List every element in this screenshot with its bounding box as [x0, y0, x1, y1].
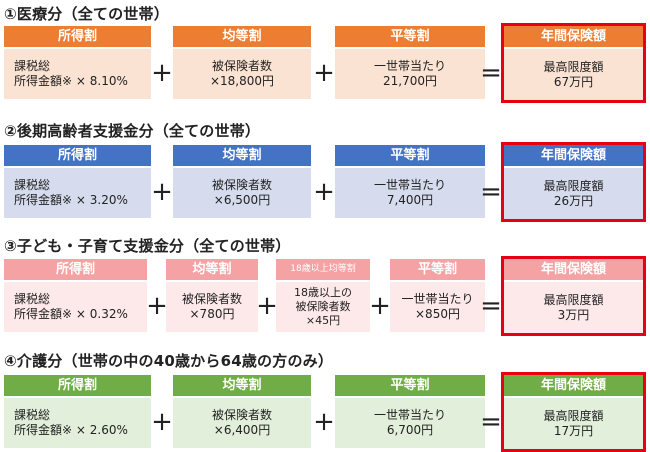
column-body-text: 一世帯当たり 7,400円 — [373, 178, 446, 207]
column-header: 年間保険額 — [504, 145, 643, 166]
column-body: 課税総 所得金額※ × 2.60% — [4, 398, 151, 448]
per-household-column: 平等割 一世帯当たり 21,700円 — [335, 26, 485, 99]
section-title: ②後期高齢者支援金分（全ての世帯） — [4, 122, 261, 140]
column-body-text: 一世帯当たり 6,700円 — [373, 408, 446, 437]
column-header: 均等割 — [173, 375, 311, 396]
plus-operator: + — [313, 58, 335, 88]
column-body: 18歳以上の 被保険者数 ×45円 — [276, 282, 370, 332]
column-body: 最高限度額 17万円 — [504, 398, 643, 449]
column-body-text: 一世帯当たり 21,700円 — [373, 59, 446, 88]
equals-operator: = — [480, 177, 502, 207]
plus-operator: + — [151, 58, 173, 88]
column-body-text: 課税総 所得金額※ × 8.10% — [14, 59, 128, 88]
column-body: 最高限度額 67万円 — [504, 49, 643, 100]
plus-operator: + — [146, 291, 168, 321]
column-body-text: 被保険者数 ×6,500円 — [211, 178, 272, 207]
column-header: 所得割 — [4, 145, 151, 166]
column-header: 均等割 — [166, 259, 258, 280]
column-body-text: 被保険者数 ×18,800円 — [209, 59, 275, 88]
column-body: 課税総 所得金額※ × 8.10% — [4, 49, 151, 99]
plus-operator: + — [151, 177, 173, 207]
max-limit-box: 年間保険額 最高限度額 26万円 — [501, 142, 646, 222]
section-title: ①医療分（全ての世帯） — [4, 5, 169, 23]
plus-operator: + — [151, 407, 173, 437]
per-capita-column: 均等割 被保険者数 ×6,500円 — [173, 145, 311, 218]
income-column: 所得割 課税総 所得金額※ × 2.60% — [4, 375, 151, 448]
column-header: 所得割 — [4, 375, 151, 396]
column-body: 被保険者数 ×780円 — [166, 282, 258, 332]
column-body: 被保険者数 ×18,800円 — [173, 49, 311, 99]
column-header: 所得割 — [4, 259, 147, 280]
column-body: 課税総 所得金額※ × 3.20% — [4, 168, 151, 218]
plus-operator: + — [369, 291, 391, 321]
income-column: 所得割 課税総 所得金額※ × 8.10% — [4, 26, 151, 99]
column-header: 平等割 — [390, 259, 485, 280]
per-household-column: 平等割 一世帯当たり ×850円 — [390, 259, 485, 332]
income-column: 所得割 課税総 所得金額※ × 0.32% — [4, 259, 147, 332]
column-body: 一世帯当たり 21,700円 — [335, 49, 485, 99]
column-body-text: 被保険者数 ×6,400円 — [211, 408, 272, 437]
column-body: 一世帯当たり ×850円 — [390, 282, 485, 332]
column-body: 一世帯当たり 6,700円 — [335, 398, 485, 448]
column-body-text: 課税総 所得金額※ × 0.32% — [14, 292, 128, 321]
equals-operator: = — [480, 58, 502, 88]
per-household-column: 平等割 一世帯当たり 6,700円 — [335, 375, 485, 448]
column-header: 所得割 — [4, 26, 151, 47]
plus-operator: + — [256, 291, 278, 321]
column-header: 均等割 — [173, 145, 311, 166]
column-body: 被保険者数 ×6,500円 — [173, 168, 311, 218]
column-body-text: 被保険者数 ×780円 — [181, 292, 242, 321]
plus-operator: + — [313, 407, 335, 437]
max-limit-box: 年間保険額 最高限度額 17万円 — [501, 372, 646, 452]
per-capita-column: 均等割 被保険者数 ×18,800円 — [173, 26, 311, 99]
section-title: ③子ども・子育て支援金分（全ての世帯） — [4, 237, 291, 255]
per-household-column: 平等割 一世帯当たり 7,400円 — [335, 145, 485, 218]
column-body-text: 最高限度額 26万円 — [543, 178, 604, 208]
column-body-text: 課税総 所得金額※ × 3.20% — [14, 178, 128, 207]
column-header: 年間保険額 — [504, 26, 643, 47]
column-header: 18歳以上均等割 — [276, 259, 370, 280]
column-header: 年間保険額 — [504, 259, 643, 280]
column-body: 最高限度額 26万円 — [504, 168, 643, 219]
column-body: 課税総 所得金額※ × 0.32% — [4, 282, 147, 332]
column-header: 均等割 — [173, 26, 311, 47]
column-body: 最高限度額 3万円 — [504, 282, 643, 333]
section-title: ④介護分（世帯の中の40歳から64歳の方のみ） — [4, 352, 334, 370]
equals-operator: = — [480, 407, 502, 437]
plus-operator: + — [313, 177, 335, 207]
column-body-text: 一世帯当たり ×850円 — [401, 292, 474, 321]
per-capita-column: 均等割 被保険者数 ×6,400円 — [173, 375, 311, 448]
column-body-text: 最高限度額 17万円 — [543, 408, 604, 438]
column-header: 年間保険額 — [504, 375, 643, 396]
adult-per-capita-column: 18歳以上均等割 18歳以上の 被保険者数 ×45円 — [276, 259, 370, 332]
per-capita-column: 均等割 被保険者数 ×780円 — [166, 259, 258, 332]
equals-operator: = — [480, 291, 502, 321]
column-body-text: 18歳以上の 被保険者数 ×45円 — [294, 286, 352, 327]
column-header: 平等割 — [335, 26, 485, 47]
column-body: 被保険者数 ×6,400円 — [173, 398, 311, 448]
column-body-text: 課税総 所得金額※ × 2.60% — [14, 408, 128, 437]
column-body: 一世帯当たり 7,400円 — [335, 168, 485, 218]
column-header: 平等割 — [335, 145, 485, 166]
income-column: 所得割 課税総 所得金額※ × 3.20% — [4, 145, 151, 218]
column-body-text: 最高限度額 67万円 — [543, 59, 604, 89]
max-limit-box: 年間保険額 最高限度額 67万円 — [501, 23, 646, 103]
column-header: 平等割 — [335, 375, 485, 396]
max-limit-box: 年間保険額 最高限度額 3万円 — [501, 256, 646, 336]
column-body-text: 最高限度額 3万円 — [543, 292, 604, 322]
